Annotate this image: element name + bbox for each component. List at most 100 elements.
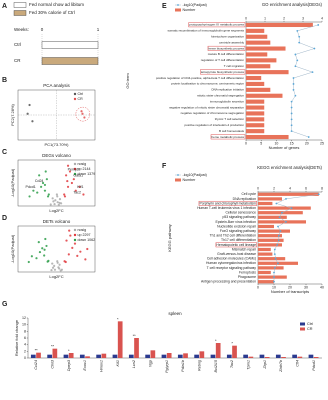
data-point xyxy=(31,120,34,123)
x-tick-label: Tpm1 xyxy=(247,360,251,370)
legend-label: Number xyxy=(183,178,197,182)
week-label: 0 xyxy=(41,27,44,32)
term-label: thymic T cell selection xyxy=(215,117,245,121)
legend-label: down 1062 xyxy=(78,238,96,242)
bar xyxy=(246,81,265,87)
legend-swatch xyxy=(300,327,305,331)
padj-point xyxy=(311,71,314,74)
data-point xyxy=(40,185,43,188)
bar xyxy=(47,354,52,358)
bar xyxy=(281,357,286,358)
legend-swatch xyxy=(300,322,305,326)
chart-title: PCA analysis xyxy=(43,83,70,88)
data-point xyxy=(68,170,72,173)
padj-point xyxy=(277,234,280,237)
panel-label: D xyxy=(2,215,7,222)
padj-point xyxy=(279,230,282,233)
x2-tick-label: 0 xyxy=(257,187,259,191)
x2-tick-label: 1 xyxy=(264,17,266,21)
point-label: Klf1 xyxy=(77,185,83,189)
bar xyxy=(258,266,284,270)
x-tick-label: Pdcd1 xyxy=(312,360,316,371)
bar xyxy=(246,58,277,63)
bar xyxy=(52,348,58,358)
chart-title: spleen xyxy=(168,311,182,316)
y-axis-label: PC2(7.28%) xyxy=(10,103,15,125)
data-point xyxy=(57,203,60,206)
padj-point xyxy=(294,94,297,97)
bar xyxy=(246,46,286,51)
data-point xyxy=(26,112,29,115)
legend-label: nosig xyxy=(78,228,87,232)
data-point xyxy=(66,185,70,188)
bar xyxy=(243,354,248,358)
term-label: Th17 cell differentiation xyxy=(221,238,256,242)
term-label: Ferroptosis xyxy=(239,270,256,274)
x2-tick-label: 6 xyxy=(305,187,307,191)
chart-title: DETs volcano xyxy=(43,219,71,224)
bar xyxy=(85,356,90,358)
bar xyxy=(258,220,306,224)
bar xyxy=(258,201,273,206)
data-point xyxy=(76,254,79,257)
padj-point xyxy=(313,47,316,50)
data-point xyxy=(58,267,61,270)
y-tick-label: 8 xyxy=(24,329,26,333)
padj-point xyxy=(298,35,301,38)
legend-label: Fed normal chow ad libitum xyxy=(29,2,84,7)
padj-point xyxy=(294,65,297,68)
data-point xyxy=(35,257,38,260)
significance-label: ** xyxy=(51,344,55,349)
x-tick-label: 0 xyxy=(245,141,247,145)
significance-label: * xyxy=(215,338,217,343)
y-axis-label: Relative fold change xyxy=(14,319,19,356)
bar xyxy=(150,350,156,358)
padj-point xyxy=(276,244,279,246)
legend-label: down 1379 xyxy=(78,172,96,176)
bar xyxy=(246,87,271,92)
bar xyxy=(246,22,313,28)
legend-label: Fed 30% calorie of Ctrl xyxy=(29,10,75,15)
bar xyxy=(258,243,282,247)
data-point xyxy=(82,193,85,196)
x2-tick-label: 3 xyxy=(302,17,304,21)
data-point xyxy=(65,239,68,242)
padj-point xyxy=(290,118,293,121)
bar xyxy=(258,270,271,275)
bar xyxy=(145,354,150,358)
x-tick-label: 15 xyxy=(290,141,294,145)
data-point xyxy=(58,198,62,201)
padj-point xyxy=(294,53,297,56)
padj-point xyxy=(298,41,301,44)
x-tick-label: Hmox1 xyxy=(100,360,104,372)
padj-point xyxy=(317,193,320,196)
x-axis-label: Log2FC xyxy=(49,208,63,213)
padj-point xyxy=(292,83,295,85)
data-point xyxy=(38,174,41,177)
panel-label: G xyxy=(2,301,8,308)
data-point xyxy=(28,195,31,198)
x-tick-label: Pdia1b xyxy=(181,360,185,372)
bar xyxy=(96,354,101,358)
bar xyxy=(166,353,172,358)
term-highlight xyxy=(188,22,246,28)
bar xyxy=(258,234,282,238)
term-label: p53 signaling pathway xyxy=(222,215,256,219)
data-point xyxy=(51,262,54,265)
data-point xyxy=(63,195,67,198)
data-point xyxy=(49,203,52,206)
padj-point xyxy=(290,207,293,210)
panel-label: E xyxy=(162,3,167,10)
y-axis-label: GO term xyxy=(125,73,130,89)
legend-label: CR xyxy=(307,327,313,331)
panel-label: A xyxy=(2,3,7,10)
legend-label: up 2144 xyxy=(78,167,91,171)
term-label: somatic recombination of immunoglobulin … xyxy=(167,29,244,33)
term-highlight xyxy=(210,134,246,140)
x-tick-label: Pglyrp1 xyxy=(165,360,169,373)
data-point xyxy=(64,260,67,264)
data-point xyxy=(41,247,44,250)
point-label: Tac2 xyxy=(73,191,81,195)
bar xyxy=(292,354,297,358)
term-label: Human T-cell leukemia virus 1 infection xyxy=(197,206,256,210)
